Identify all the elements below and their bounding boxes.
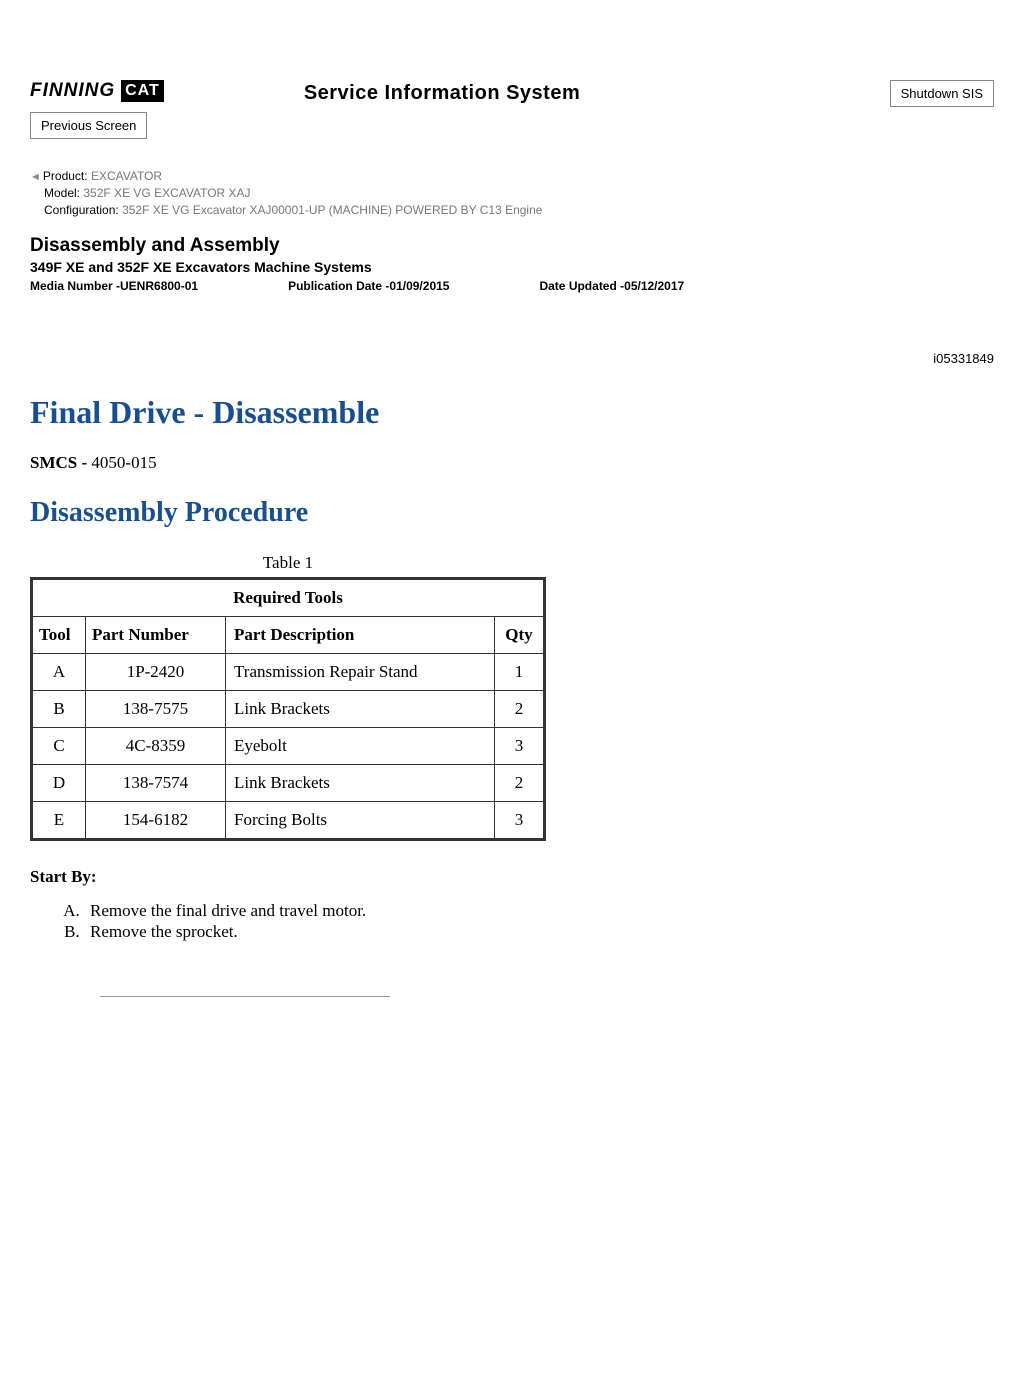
- cat-badge: CAT: [121, 80, 164, 102]
- cell-qty: 2: [495, 691, 545, 728]
- smcs-label: SMCS -: [30, 453, 87, 472]
- previous-screen-button[interactable]: Previous Screen: [30, 112, 147, 139]
- smcs-line: SMCS - 4050-015: [30, 453, 994, 473]
- meta-block: ◄Product: EXCAVATOR Model: 352F XE VG EX…: [30, 169, 994, 217]
- start-by-label: Start By:: [30, 867, 994, 887]
- model-value: 352F XE VG EXCAVATOR XAJ: [83, 186, 250, 200]
- doc-code: i05331849: [30, 351, 994, 366]
- table-row: A 1P-2420 Transmission Repair Stand 1: [32, 654, 545, 691]
- table-row: B 138-7575 Link Brackets 2: [32, 691, 545, 728]
- cell-tool: A: [32, 654, 86, 691]
- config-label: Configuration:: [44, 203, 119, 217]
- cell-part: 1P-2420: [86, 654, 226, 691]
- page-title: Service Information System: [304, 82, 580, 105]
- cell-qty: 1: [495, 654, 545, 691]
- cell-part: 138-7575: [86, 691, 226, 728]
- meta-config: Configuration: 352F XE VG Excavator XAJ0…: [30, 203, 994, 217]
- header: FINNING CAT Previous Screen Service Info…: [30, 80, 994, 139]
- publication-row: Media Number -UENR6800-01 Publication Da…: [30, 279, 994, 293]
- list-item: Remove the sprocket.: [84, 922, 994, 942]
- col-qty: Qty: [495, 617, 545, 654]
- table-title-row: Required Tools: [32, 579, 545, 617]
- col-tool: Tool: [32, 617, 86, 654]
- cell-desc: Transmission Repair Stand: [226, 654, 495, 691]
- cell-tool: C: [32, 728, 86, 765]
- back-arrow-icon[interactable]: ◄: [30, 171, 41, 183]
- main-heading: Final Drive - Disassemble: [30, 394, 994, 431]
- table-row: D 138-7574 Link Brackets 2: [32, 765, 545, 802]
- cell-tool: E: [32, 802, 86, 840]
- cell-qty: 3: [495, 728, 545, 765]
- smcs-value: 4050-015: [91, 453, 156, 472]
- config-value: 352F XE VG Excavator XAJ00001-UP (MACHIN…: [122, 203, 542, 217]
- product-label: Product:: [43, 169, 88, 183]
- doc-title: Disassembly and Assembly: [30, 235, 994, 257]
- col-desc: Part Description: [226, 617, 495, 654]
- model-label: Model:: [44, 186, 80, 200]
- doc-subtitle: 349F XE and 352F XE Excavators Machine S…: [30, 259, 994, 275]
- col-part: Part Number: [86, 617, 226, 654]
- cell-part: 4C-8359: [86, 728, 226, 765]
- publication-date: Publication Date -01/09/2015: [288, 279, 449, 293]
- table-row: C 4C-8359 Eyebolt 3: [32, 728, 545, 765]
- cell-part: 154-6182: [86, 802, 226, 840]
- cell-part: 138-7574: [86, 765, 226, 802]
- required-tools-table: Required Tools Tool Part Number Part Des…: [30, 577, 546, 841]
- divider: [100, 996, 390, 997]
- cell-qty: 2: [495, 765, 545, 802]
- cell-tool: D: [32, 765, 86, 802]
- logo-section: FINNING CAT Previous Screen: [30, 80, 164, 139]
- shutdown-sis-button[interactable]: Shutdown SIS: [890, 80, 994, 107]
- table-caption: Table 1: [30, 553, 546, 573]
- media-number: Media Number -UENR6800-01: [30, 279, 198, 293]
- meta-product: ◄Product: EXCAVATOR: [30, 169, 994, 183]
- table-row: E 154-6182 Forcing Bolts 3: [32, 802, 545, 840]
- cell-desc: Link Brackets: [226, 765, 495, 802]
- cell-desc: Link Brackets: [226, 691, 495, 728]
- cell-desc: Eyebolt: [226, 728, 495, 765]
- logo-text: FINNING: [30, 80, 115, 102]
- table-header-row: Tool Part Number Part Description Qty: [32, 617, 545, 654]
- logo: FINNING CAT: [30, 80, 164, 102]
- product-value: EXCAVATOR: [91, 169, 162, 183]
- steps-list: Remove the final drive and travel motor.…: [30, 901, 994, 942]
- sub-heading: Disassembly Procedure: [30, 497, 994, 529]
- meta-model: Model: 352F XE VG EXCAVATOR XAJ: [30, 186, 994, 200]
- cell-qty: 3: [495, 802, 545, 840]
- cell-tool: B: [32, 691, 86, 728]
- cell-desc: Forcing Bolts: [226, 802, 495, 840]
- table-title: Required Tools: [32, 579, 545, 617]
- date-updated: Date Updated -05/12/2017: [539, 279, 684, 293]
- list-item: Remove the final drive and travel motor.: [84, 901, 994, 921]
